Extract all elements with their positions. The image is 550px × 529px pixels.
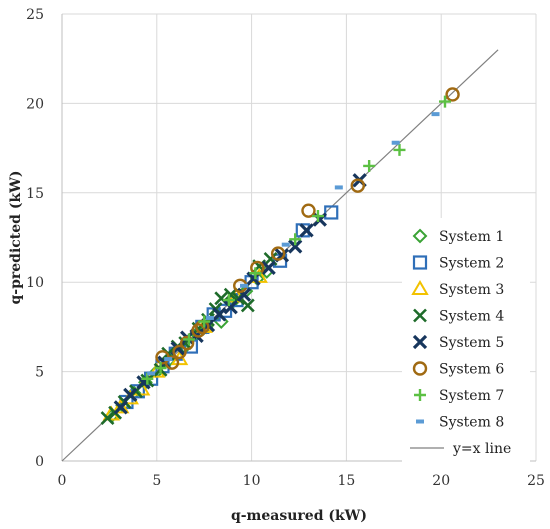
legend-label-system-4: System 4 [439,309,504,325]
legend-symbol-system-1 [412,228,428,244]
system-6-point [172,344,187,360]
data-points [100,87,460,426]
system-8-point [281,242,290,247]
legend: System 1 System 2 System 3 System 4 System 5… [402,218,530,465]
system-5-point [223,300,238,315]
y-tick-label: 15 [26,186,44,202]
legend-symbol-system-7 [414,389,426,401]
system-7-point [222,294,235,307]
legend-label-system-1: System 1 [439,229,504,245]
legend-background [402,218,530,465]
system-2-point [324,205,339,220]
system-7-point [311,210,324,223]
system-8-point [205,315,214,320]
legend-label-y-x-line: y=x line [452,441,511,457]
system-7-point [289,233,302,246]
system-5-point [212,307,227,322]
legend-symbol-system-3 [411,280,429,295]
system-6-point [164,355,180,370]
system-3-point [112,398,130,414]
system-6-point [301,203,316,218]
system-8-point [431,112,440,117]
legend-symbol-system-5 [412,334,428,350]
y-axis-title: q-predicted (kW) [8,170,24,304]
legend-symbol-system-4 [413,308,427,323]
system-5-point [113,400,128,415]
system-5-point [261,260,276,276]
x-tick-label: 10 [243,473,261,489]
y-tick-label: 25 [26,7,44,23]
system-7-point [393,143,406,156]
tick-labels: 0 5 10 15 20 25 0 5 10 15 20 25 [26,7,545,489]
system-7-point [154,362,167,375]
system-6-point [270,246,286,261]
gridlines [62,13,537,461]
system-8-point [391,140,400,145]
system-7-point [363,159,376,172]
system-8-point [164,357,173,362]
system-8-point [240,283,249,288]
system-6-point [445,87,460,102]
x-tick-label: 5 [152,473,161,489]
system-7-point [249,267,262,280]
x-tick-label: 25 [527,473,545,489]
x-tick-label: 0 [58,473,67,489]
y-tick-label: 5 [35,365,44,381]
legend-label-system-3: System 3 [439,282,504,298]
legend-label-system-7: System 7 [439,388,504,404]
system-4-point [223,287,238,302]
legend-label-system-5: System 5 [439,335,504,351]
legend-label-system-8: System 8 [439,415,504,431]
system-6-point [179,335,195,351]
x-axis-title: q-measured (kW) [231,508,367,524]
y-tick-label: 10 [26,275,44,291]
system-7-point [438,95,451,108]
system-5-point [123,387,138,402]
y-tick-label: 0 [35,454,44,470]
system-7-point [198,315,211,328]
system-8-point [334,185,343,190]
system-5-point [288,239,303,254]
system-5-point [299,223,314,238]
system-4-point [100,411,115,426]
legend-symbol-system-2 [412,255,428,270]
x-tick-label: 20 [432,473,450,489]
system-8-point [147,371,156,376]
legend-label-system-6: System 6 [439,362,504,378]
legend-symbol-system-6 [412,361,428,376]
x-tick-label: 15 [337,473,355,489]
legend-label-system-2: System 2 [439,256,504,272]
system-7-point [183,333,196,346]
y-tick-label: 20 [26,96,44,112]
system-6-point [191,323,206,338]
system-6-point [350,178,365,193]
system-4-point [240,298,255,313]
legend-symbol-system-8 [416,419,424,424]
